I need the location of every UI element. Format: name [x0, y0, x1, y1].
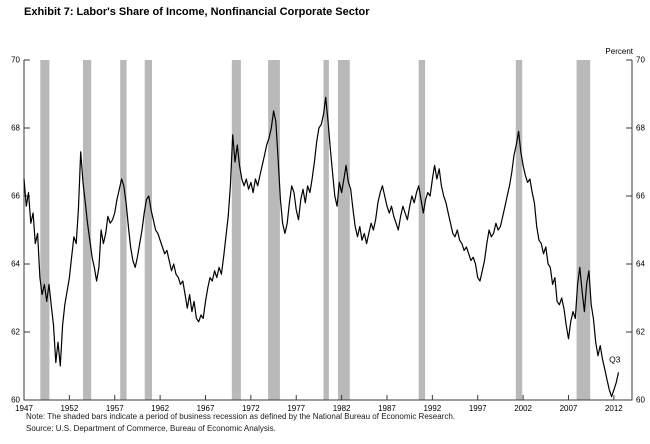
- y-tick-label-right: 60: [636, 396, 645, 405]
- y-axis-unit-label: Percent: [605, 47, 633, 56]
- y-tick-label-right: 64: [636, 260, 645, 269]
- x-tick-label: 1957: [106, 404, 124, 413]
- recession-band: [323, 60, 329, 400]
- x-tick-label: 1962: [151, 404, 169, 413]
- x-tick-label: 1967: [197, 404, 215, 413]
- y-tick-label-left: 68: [11, 124, 20, 133]
- x-tick-label: 1977: [287, 404, 305, 413]
- recession-band: [120, 60, 127, 400]
- recession-band: [144, 60, 152, 400]
- recession-band: [515, 60, 523, 400]
- y-tick-label-left: 70: [11, 56, 20, 65]
- x-tick-label: 1987: [378, 404, 396, 413]
- axis-frame: [23, 60, 633, 401]
- recession-band: [576, 60, 591, 400]
- x-tick-label: 2007: [560, 404, 578, 413]
- y-tick-label-right: 62: [636, 328, 645, 337]
- x-tick-label: 1992: [423, 404, 441, 413]
- chart-note: Note: The shaded bars indicate a period …: [26, 412, 455, 421]
- y-tick-label-right: 68: [636, 124, 645, 133]
- chart-source: Source: U.S. Department of Commerce, Bur…: [26, 424, 276, 433]
- recession-band: [40, 60, 50, 400]
- recession-band: [268, 60, 280, 400]
- labor-share-line: [23, 96, 620, 398]
- recession-band: [83, 60, 92, 400]
- x-tick-label: 2012: [605, 404, 623, 413]
- recession-band: [338, 60, 350, 400]
- x-tick-label: 1982: [333, 404, 351, 413]
- y-tick-label-right: 70: [636, 56, 645, 65]
- recession-band: [418, 60, 426, 400]
- recession-band: [231, 60, 241, 400]
- x-tick-label: 1972: [242, 404, 260, 413]
- y-tick-label-left: 60: [11, 396, 20, 405]
- last-point-label: Q3: [609, 355, 621, 365]
- x-tick-label: 2002: [514, 404, 532, 413]
- x-tick-label: 1952: [60, 404, 78, 413]
- x-tick-label: 1947: [15, 404, 33, 413]
- exhibit-title: Exhibit 7: Labor's Share of Income, Nonf…: [24, 6, 370, 18]
- y-tick-label-left: 64: [11, 260, 20, 269]
- y-tick-label-left: 66: [11, 192, 20, 201]
- y-tick-label-right: 66: [636, 192, 645, 201]
- x-tick-label: 1997: [469, 404, 487, 413]
- y-tick-label-left: 62: [11, 328, 20, 337]
